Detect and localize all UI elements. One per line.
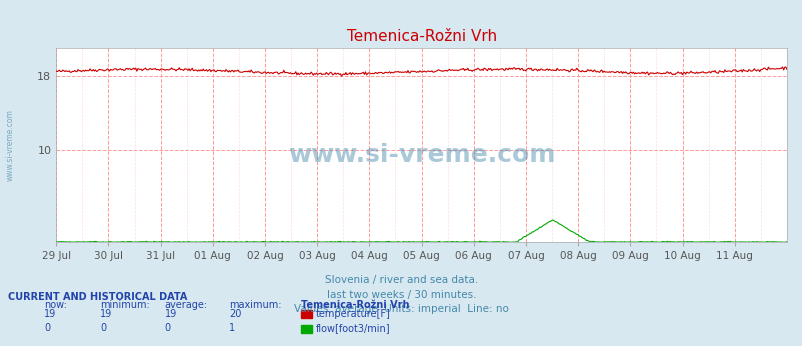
Text: 20: 20: [229, 309, 241, 319]
Text: now:: now:: [44, 300, 67, 310]
Text: maximum:: maximum:: [229, 300, 281, 310]
Text: 19: 19: [44, 309, 56, 319]
Text: 1: 1: [229, 323, 235, 333]
Text: Slovenia / river and sea data.: Slovenia / river and sea data.: [325, 275, 477, 285]
Text: Values: average  Units: imperial  Line: no: Values: average Units: imperial Line: no: [294, 304, 508, 314]
Text: flow[foot3/min]: flow[foot3/min]: [315, 323, 390, 333]
Text: www.si-vreme.com: www.si-vreme.com: [287, 143, 555, 167]
Text: 0: 0: [164, 323, 171, 333]
Text: 0: 0: [44, 323, 51, 333]
Text: 0: 0: [100, 323, 107, 333]
Text: CURRENT AND HISTORICAL DATA: CURRENT AND HISTORICAL DATA: [8, 292, 187, 302]
Text: 19: 19: [164, 309, 176, 319]
Text: Temenica-Rožni Vrh: Temenica-Rožni Vrh: [301, 300, 409, 310]
Text: average:: average:: [164, 300, 208, 310]
Text: www.si-vreme.com: www.si-vreme.com: [6, 109, 15, 181]
Title: Temenica-Rožni Vrh: Temenica-Rožni Vrh: [346, 29, 496, 45]
Text: temperature[F]: temperature[F]: [315, 309, 390, 319]
Text: minimum:: minimum:: [100, 300, 150, 310]
Text: 19: 19: [100, 309, 112, 319]
Text: last two weeks / 30 minutes.: last two weeks / 30 minutes.: [326, 290, 476, 300]
